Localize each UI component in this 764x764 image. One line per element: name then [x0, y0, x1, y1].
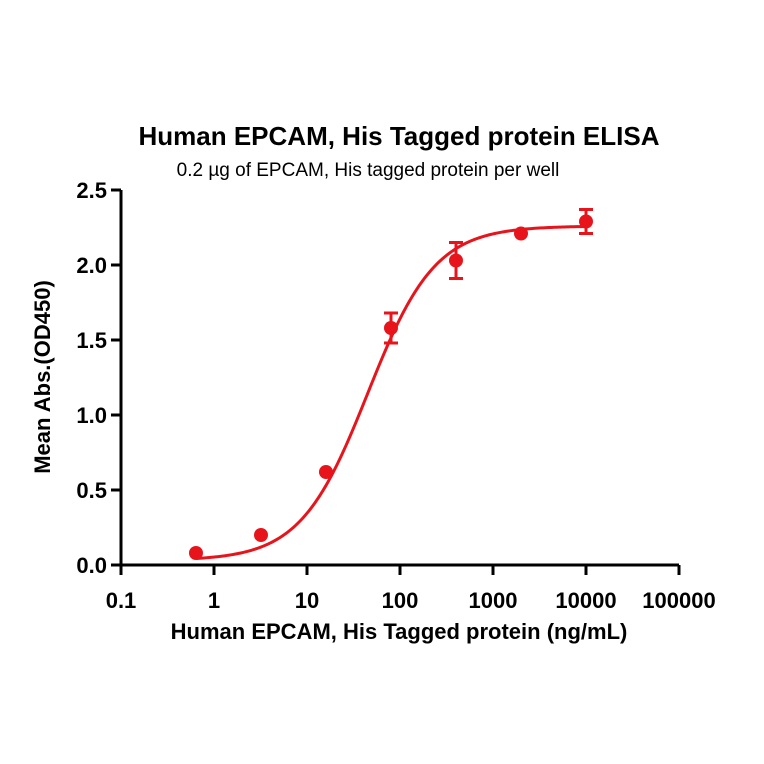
x-tick-label: 0.1	[106, 588, 137, 613]
data-points	[188, 214, 593, 560]
y-tick-label: 1.0	[76, 403, 107, 428]
x-tick-label: 10000	[555, 588, 616, 613]
chart-subtitle: 0.2 µg of EPCAM, His tagged protein per …	[177, 160, 560, 181]
data-point	[448, 253, 463, 268]
x-tick-label: 100000	[642, 588, 715, 613]
x-tick-label: 1	[208, 588, 220, 613]
x-tick-label: 1000	[469, 588, 518, 613]
data-point	[383, 321, 398, 335]
data-point	[579, 214, 593, 229]
y-tick-label: 2.5	[76, 178, 107, 203]
x-axis-label: Human EPCAM, His Tagged protein (ng/mL)	[171, 619, 628, 644]
data-point	[318, 465, 333, 479]
fit-curve	[195, 225, 587, 560]
data-point	[253, 528, 268, 542]
y-tick-label: 0.5	[76, 478, 107, 503]
y-axis-label: Mean Abs.(OD450)	[30, 280, 55, 474]
data-point	[188, 546, 203, 560]
y-tick-label: 2.0	[76, 253, 107, 278]
y-axis-ticks: 0.0 0.5 1.0 1.5 2.0 2.5	[76, 178, 121, 578]
y-tick-label: 1.5	[76, 328, 107, 353]
x-axis-ticks: 0.1 1 10 100 1000 10000 100000	[106, 565, 716, 613]
x-tick-label: 100	[382, 588, 419, 613]
data-point	[513, 226, 528, 241]
error-bars	[383, 208, 593, 345]
chart-title: Human EPCAM, His Tagged protein ELISA	[138, 121, 659, 151]
y-tick-label: 0.0	[76, 553, 107, 578]
x-tick-label: 10	[295, 588, 319, 613]
